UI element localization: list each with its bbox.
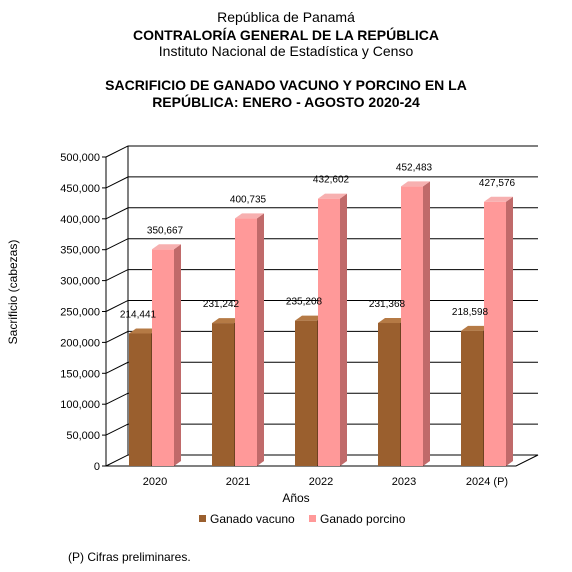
bar-side: [174, 244, 181, 466]
legend-label-porcino: Ganado porcino: [320, 512, 406, 526]
bar-front: [152, 249, 174, 466]
bar-top: [235, 213, 264, 219]
y-tick-label: 450,000: [60, 183, 100, 195]
x-tick-label: 2022: [309, 476, 333, 488]
chart-title-line2: REPÚBLICA: ENERO - AGOSTO 2020-24: [152, 94, 420, 110]
bar-top: [401, 181, 430, 187]
data-label: 427,576: [479, 178, 516, 189]
bar-front: [378, 323, 400, 466]
bar-front: [401, 186, 423, 466]
y-tick-label: 200,000: [60, 337, 100, 349]
bar-front: [295, 320, 317, 466]
bar-side: [423, 181, 430, 466]
bar-top: [484, 196, 513, 202]
y-tick-label: 100,000: [60, 399, 100, 411]
bar-top: [378, 318, 407, 324]
data-label: 214,441: [120, 309, 157, 320]
chart-title-line1: SACRIFICIO DE GANADO VACUNO Y PORCINO EN…: [105, 77, 467, 93]
bar-side: [506, 196, 513, 466]
data-label: 231,368: [369, 299, 406, 310]
bar-top: [461, 325, 490, 331]
legend-swatch-vacuno: [199, 515, 206, 522]
bar-front: [235, 218, 257, 466]
bar-front: [129, 333, 151, 466]
data-label: 350,667: [147, 225, 184, 236]
data-label: 432,602: [313, 175, 350, 186]
y-tick-label: 50,000: [66, 430, 100, 442]
bar-top: [129, 328, 158, 334]
bar-top: [295, 315, 324, 321]
chart-bars: [129, 181, 513, 466]
legend-label-vacuno: Ganado vacuno: [210, 512, 295, 526]
bar-ganado-porcino-2024P: [484, 196, 513, 466]
legend: Ganado vacuno Ganado porcino: [199, 512, 406, 526]
data-label: 218,598: [452, 307, 489, 318]
y-tick-label: 350,000: [60, 245, 100, 257]
x-tick-label: 2023: [392, 476, 416, 488]
bar-top: [152, 244, 181, 250]
header-country: República de Panamá: [217, 9, 355, 25]
footnote: (P) Cifras preliminares.: [68, 550, 191, 564]
x-tick-label: 2020: [143, 476, 167, 488]
bar-front: [461, 330, 483, 466]
y-tick-label: 150,000: [60, 368, 100, 380]
bar-top: [318, 193, 347, 199]
bar-side: [340, 193, 347, 466]
bar-front: [212, 323, 234, 466]
header-institution: CONTRALORÍA GENERAL DE LA REPÚBLICA: [133, 27, 439, 43]
x-axis-label: Años: [282, 491, 309, 505]
data-label: 235,208: [286, 297, 323, 308]
grid-line: [105, 145, 538, 158]
data-label: 231,242: [203, 299, 240, 310]
chart-labels: 0 50,000 100,000 150,000 200,000 250,000 300,0…: [60, 152, 515, 488]
legend-swatch-porcino: [309, 515, 316, 522]
y-tick-label: 0: [94, 461, 100, 473]
y-tick-label: 400,000: [60, 214, 100, 226]
bar-ganado-porcino-2021: [235, 213, 264, 466]
y-tick-label: 300,000: [60, 276, 100, 288]
bar-front: [318, 198, 340, 466]
x-tick-label: 2021: [226, 476, 250, 488]
bar-ganado-porcino-2023: [401, 181, 430, 466]
y-axis-label: Sacrificio (cabezas): [6, 240, 20, 345]
y-tick-label: 500,000: [60, 152, 100, 164]
bar-front: [484, 201, 506, 466]
header-institute: Instituto Nacional de Estadística y Cens…: [158, 43, 414, 59]
data-label: 452,483: [396, 162, 433, 173]
bar-ganado-porcino-2022: [318, 193, 347, 466]
y-tick-label: 250,000: [60, 307, 100, 319]
x-tick-label: 2024 (P): [466, 476, 508, 488]
bar-side: [257, 213, 264, 466]
data-label: 400,735: [230, 194, 267, 205]
bar-top: [212, 318, 241, 324]
bar-ganado-porcino-2020: [152, 244, 181, 466]
